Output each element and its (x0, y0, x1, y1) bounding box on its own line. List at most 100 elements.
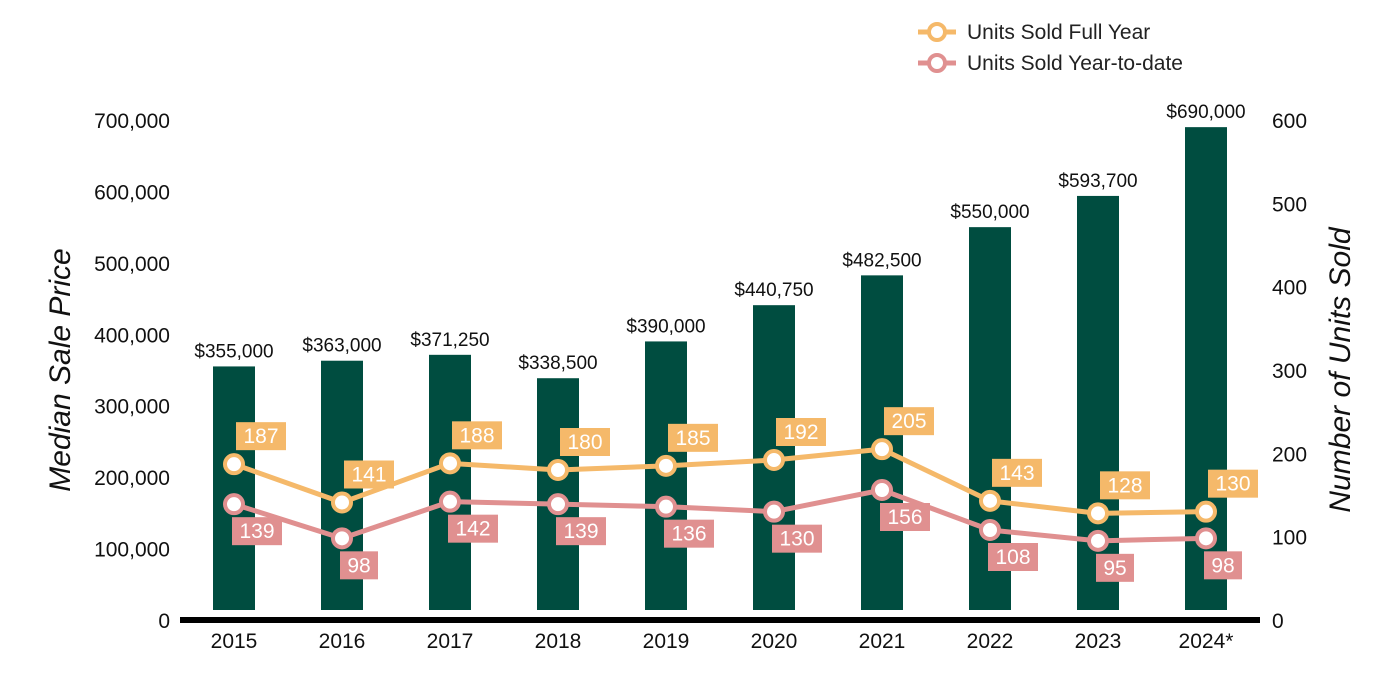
line-point (1087, 502, 1109, 525)
price-bar-label: $355,000 (194, 341, 273, 362)
point-label: 142 (455, 518, 490, 541)
point-label: 139 (563, 520, 598, 543)
line-point (331, 491, 353, 514)
line-point (1087, 529, 1109, 552)
y-tick-label: 200,000 (94, 467, 170, 490)
line-point (439, 490, 461, 513)
point-label-box (1204, 551, 1242, 580)
point-label-box (988, 543, 1038, 571)
price-bar-2017 (429, 354, 471, 610)
line-point (223, 493, 245, 516)
y-tick-label: 400,000 (94, 324, 170, 347)
point-label: 136 (671, 523, 706, 546)
price-bar-label: $593,700 (1058, 171, 1137, 192)
y2-tick-label: 100 (1272, 527, 1307, 550)
bars-layer: $355,000 $363,000 $371,250 $338,500 $390,000… (194, 102, 1246, 611)
y-tick-label: 700,000 (94, 110, 170, 133)
point-label-box (560, 428, 610, 456)
x-tick-label: 2021 (859, 630, 906, 653)
y2-tick-label: 600 (1272, 110, 1307, 133)
y2-tick-label: 300 (1272, 360, 1307, 383)
x-tick-label: 2020 (751, 630, 798, 653)
x-tick-label: 2024* (1179, 630, 1234, 653)
x-tick-label: 2018 (535, 630, 582, 653)
legend-label: Units Sold Full Year (967, 21, 1150, 44)
point-label-box (1100, 471, 1150, 500)
point-label: 130 (779, 528, 814, 551)
price-bar-label: $482,500 (842, 250, 921, 271)
point-label: 205 (891, 410, 926, 433)
legend-swatch-marker (927, 53, 947, 73)
line-point (763, 500, 785, 523)
point-label: 130 (1215, 473, 1250, 496)
point-label-box (1208, 469, 1258, 498)
y-axis-title: Median Sale Price (44, 248, 77, 491)
price-bar-2015 (213, 366, 255, 610)
lines-layer: 187 141 188 180 185 192 205 143 128 130 139 98 142 13… (223, 407, 1258, 582)
line-point (979, 519, 1001, 541)
point-label-box (664, 519, 714, 548)
line-full-year (233, 446, 1207, 516)
point-label-box (556, 517, 606, 546)
point-label-box (232, 517, 282, 546)
line-point (871, 438, 893, 461)
y2-tick-label: 400 (1272, 277, 1307, 300)
y-tick-label: 0 (158, 610, 170, 633)
line-point (331, 527, 353, 550)
line-point (655, 454, 677, 477)
y2-tick-label: 200 (1272, 443, 1307, 466)
price-bar-label: $390,000 (626, 316, 705, 337)
point-label-box (668, 423, 718, 452)
point-label: 187 (243, 425, 278, 448)
point-label: 185 (675, 427, 710, 450)
y-tick-label: 300,000 (94, 396, 170, 419)
point-label: 141 (351, 464, 386, 487)
line-point (439, 452, 461, 475)
y2-axis-title: Number of Units Sold (1324, 226, 1357, 512)
point-label: 108 (995, 546, 1030, 569)
point-label: 95 (1103, 557, 1126, 580)
point-label: 139 (239, 520, 274, 543)
point-label-box (880, 503, 930, 531)
point-label: 180 (567, 431, 602, 454)
point-label: 143 (999, 462, 1034, 485)
point-label: 98 (1211, 554, 1234, 577)
point-label-box (776, 418, 826, 446)
point-label-box (448, 514, 498, 543)
price-bar-label: $440,750 (734, 280, 813, 301)
x-tick-label: 2016 (319, 630, 366, 653)
point-label-box (772, 524, 822, 553)
y2-tick-label: 500 (1272, 193, 1307, 216)
x-tick-label: 2022 (967, 630, 1014, 653)
y-tick-label: 100,000 (94, 539, 170, 562)
point-label-box (344, 460, 394, 489)
x-tick-label: 2019 (643, 630, 690, 653)
point-label-box (1096, 553, 1134, 582)
point-label: 192 (783, 421, 818, 444)
x-tick-label: 2017 (427, 630, 474, 653)
point-label-box (236, 422, 286, 451)
price-bar-label: $550,000 (950, 202, 1029, 223)
line-point (979, 489, 1001, 512)
line-point (763, 449, 785, 471)
point-label: 188 (459, 424, 494, 447)
legend: Units Sold Full Year Units Sold Year-to-d… (918, 21, 1183, 75)
axis-layer: 2015 2016 2017 2018 2019 2020 2021 2022 2023 2024… (94, 110, 1307, 653)
y2-tick-label: 0 (1272, 610, 1284, 633)
point-label: 156 (887, 506, 922, 529)
price-bar-label: $371,250 (410, 330, 489, 351)
line-point (655, 495, 677, 518)
line-year-to-date (233, 487, 1207, 544)
point-label: 98 (347, 554, 370, 577)
x-axis-line (180, 617, 1260, 623)
x-tick-label: 2023 (1075, 630, 1122, 653)
y-tick-label: 600,000 (94, 181, 170, 204)
price-bar-label: $338,500 (518, 353, 597, 374)
legend-label: Units Sold Year-to-date (967, 52, 1183, 75)
x-tick-label: 2015 (211, 630, 258, 653)
price-bar-label: $690,000 (1166, 102, 1245, 123)
point-label-box (452, 421, 502, 450)
line-point (547, 493, 569, 516)
line-point (871, 479, 893, 501)
